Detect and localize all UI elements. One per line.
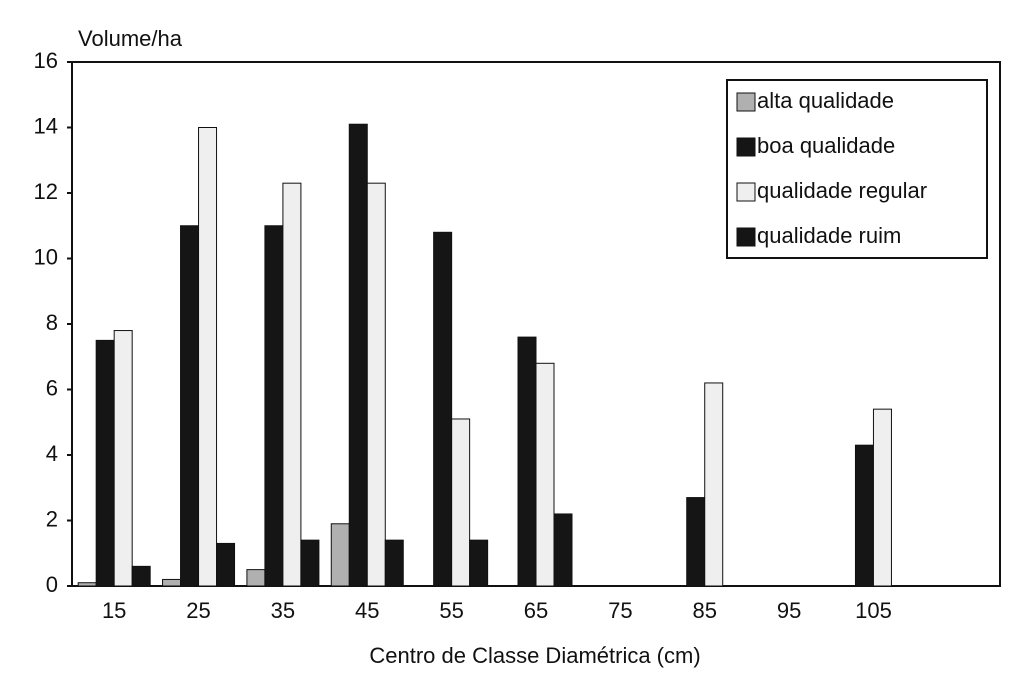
- bar: [162, 578, 182, 587]
- y-tick-label: 0: [46, 572, 58, 597]
- bar: [282, 182, 302, 587]
- x-tick-label: 55: [439, 598, 463, 623]
- bar: [553, 513, 573, 587]
- y-tick-label: 4: [46, 441, 58, 466]
- bar: [469, 539, 489, 587]
- y-tick-label: 12: [34, 179, 58, 204]
- bar: [854, 444, 874, 587]
- y-tick-label: 10: [34, 244, 58, 269]
- bar: [451, 418, 471, 587]
- legend-swatch: [736, 92, 756, 112]
- bar: [113, 330, 133, 587]
- x-tick-label: 105: [855, 598, 892, 623]
- legend-swatch: [736, 182, 756, 202]
- bar: [330, 523, 350, 587]
- x-tick-label: 75: [608, 598, 632, 623]
- y-tick-label: 6: [46, 375, 58, 400]
- bar: [517, 336, 537, 587]
- y-tick-label: 14: [34, 113, 58, 138]
- bar: [216, 542, 236, 587]
- x-tick-label: 95: [777, 598, 801, 623]
- legend-label: qualidade ruim: [757, 223, 901, 248]
- bar: [535, 362, 555, 587]
- bar: [95, 339, 115, 587]
- bar: [131, 565, 151, 587]
- bar: [704, 382, 724, 587]
- bar: [384, 539, 404, 587]
- y-axis-title: Volume/ha: [78, 26, 183, 51]
- x-tick-label: 15: [102, 598, 126, 623]
- x-tick-label: 65: [524, 598, 548, 623]
- bar: [686, 497, 706, 587]
- x-tick-label: 45: [355, 598, 379, 623]
- x-tick-label: 85: [692, 598, 716, 623]
- bar: [198, 127, 218, 587]
- y-tick-label: 2: [46, 506, 58, 531]
- legend-swatch: [736, 227, 756, 247]
- legend-label: qualidade regular: [757, 178, 927, 203]
- legend-swatch: [736, 137, 756, 157]
- x-tick-label: 25: [186, 598, 210, 623]
- bar: [77, 582, 97, 587]
- legend-label: alta qualidade: [757, 88, 894, 113]
- bar: [872, 408, 892, 587]
- bar: [264, 225, 284, 587]
- y-tick-label: 8: [46, 310, 58, 335]
- bar: [433, 231, 453, 587]
- x-axis-title: Centro de Classe Diamétrica (cm): [369, 643, 700, 668]
- bar: [366, 182, 386, 587]
- legend-label: boa qualidade: [757, 133, 895, 158]
- bar: [300, 539, 320, 587]
- bar: [246, 569, 266, 587]
- bar: [180, 225, 200, 587]
- bar: [348, 123, 368, 587]
- legend-box: [726, 79, 988, 259]
- x-tick-label: 35: [271, 598, 295, 623]
- y-tick-label: 16: [34, 48, 58, 73]
